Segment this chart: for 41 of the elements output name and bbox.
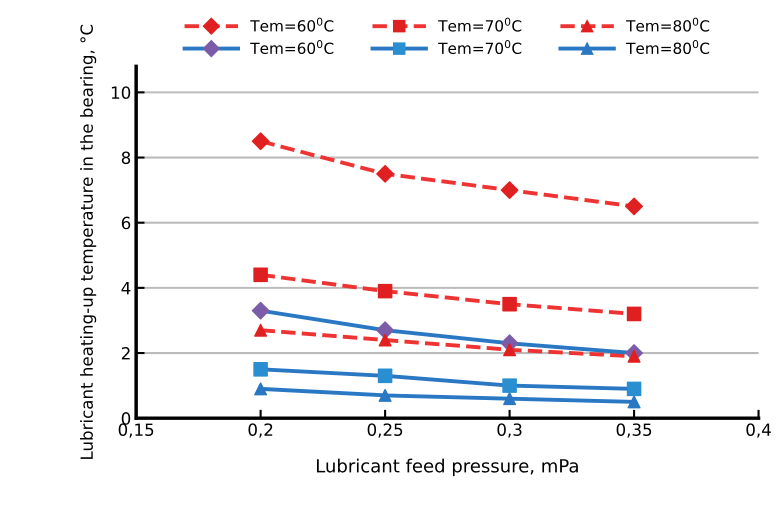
point	[626, 306, 642, 322]
legend-label: Tem=60$^{0}$C	[250, 40, 334, 54]
point	[254, 382, 268, 396]
point	[500, 181, 518, 200]
point	[378, 284, 392, 298]
point	[376, 164, 394, 183]
x-tick-label: 0,4	[746, 423, 771, 438]
legend-label: Tem=70$^{0}$C	[438, 40, 522, 54]
point	[625, 197, 643, 216]
legend-label: Tem=70$^{0}$C	[438, 18, 522, 32]
y-tick-label: 0	[122, 412, 130, 425]
legend-label: Tem=80$^{0}$C	[626, 40, 710, 54]
point	[628, 395, 641, 408]
y-tick-label: 4	[122, 282, 130, 294]
y-tick-label: 10	[112, 86, 130, 99]
point	[503, 343, 516, 356]
legend-label: Tem=80$^{0}$C	[626, 18, 710, 32]
point	[503, 392, 516, 406]
point	[626, 382, 642, 396]
point	[252, 302, 270, 320]
x-tick-label: 0,15	[118, 423, 154, 438]
point	[378, 368, 392, 384]
point	[502, 296, 517, 312]
point	[378, 333, 392, 347]
point	[253, 362, 268, 377]
point	[254, 324, 268, 337]
legend-label: Tem=60$^{0}$C	[250, 18, 334, 32]
point	[378, 388, 392, 402]
y-tick-label: 2	[122, 346, 130, 360]
point	[376, 321, 394, 340]
x-axis-title: Lubricant feed pressure, mPa	[316, 458, 578, 476]
x-tick-label: 0,2	[248, 423, 272, 438]
y-axis-title: Lubricant heating-up temperature in the bearing, °C	[80, 24, 96, 459]
point	[253, 268, 268, 282]
y-tick-label: 8	[122, 151, 130, 164]
y-tick-label: 6	[122, 216, 130, 230]
point	[502, 378, 517, 393]
x-tick-label: 0,25	[368, 423, 402, 438]
x-tick-label: 0,35	[616, 423, 652, 438]
point	[252, 132, 270, 150]
x-tick-label: 0,3	[497, 423, 522, 438]
